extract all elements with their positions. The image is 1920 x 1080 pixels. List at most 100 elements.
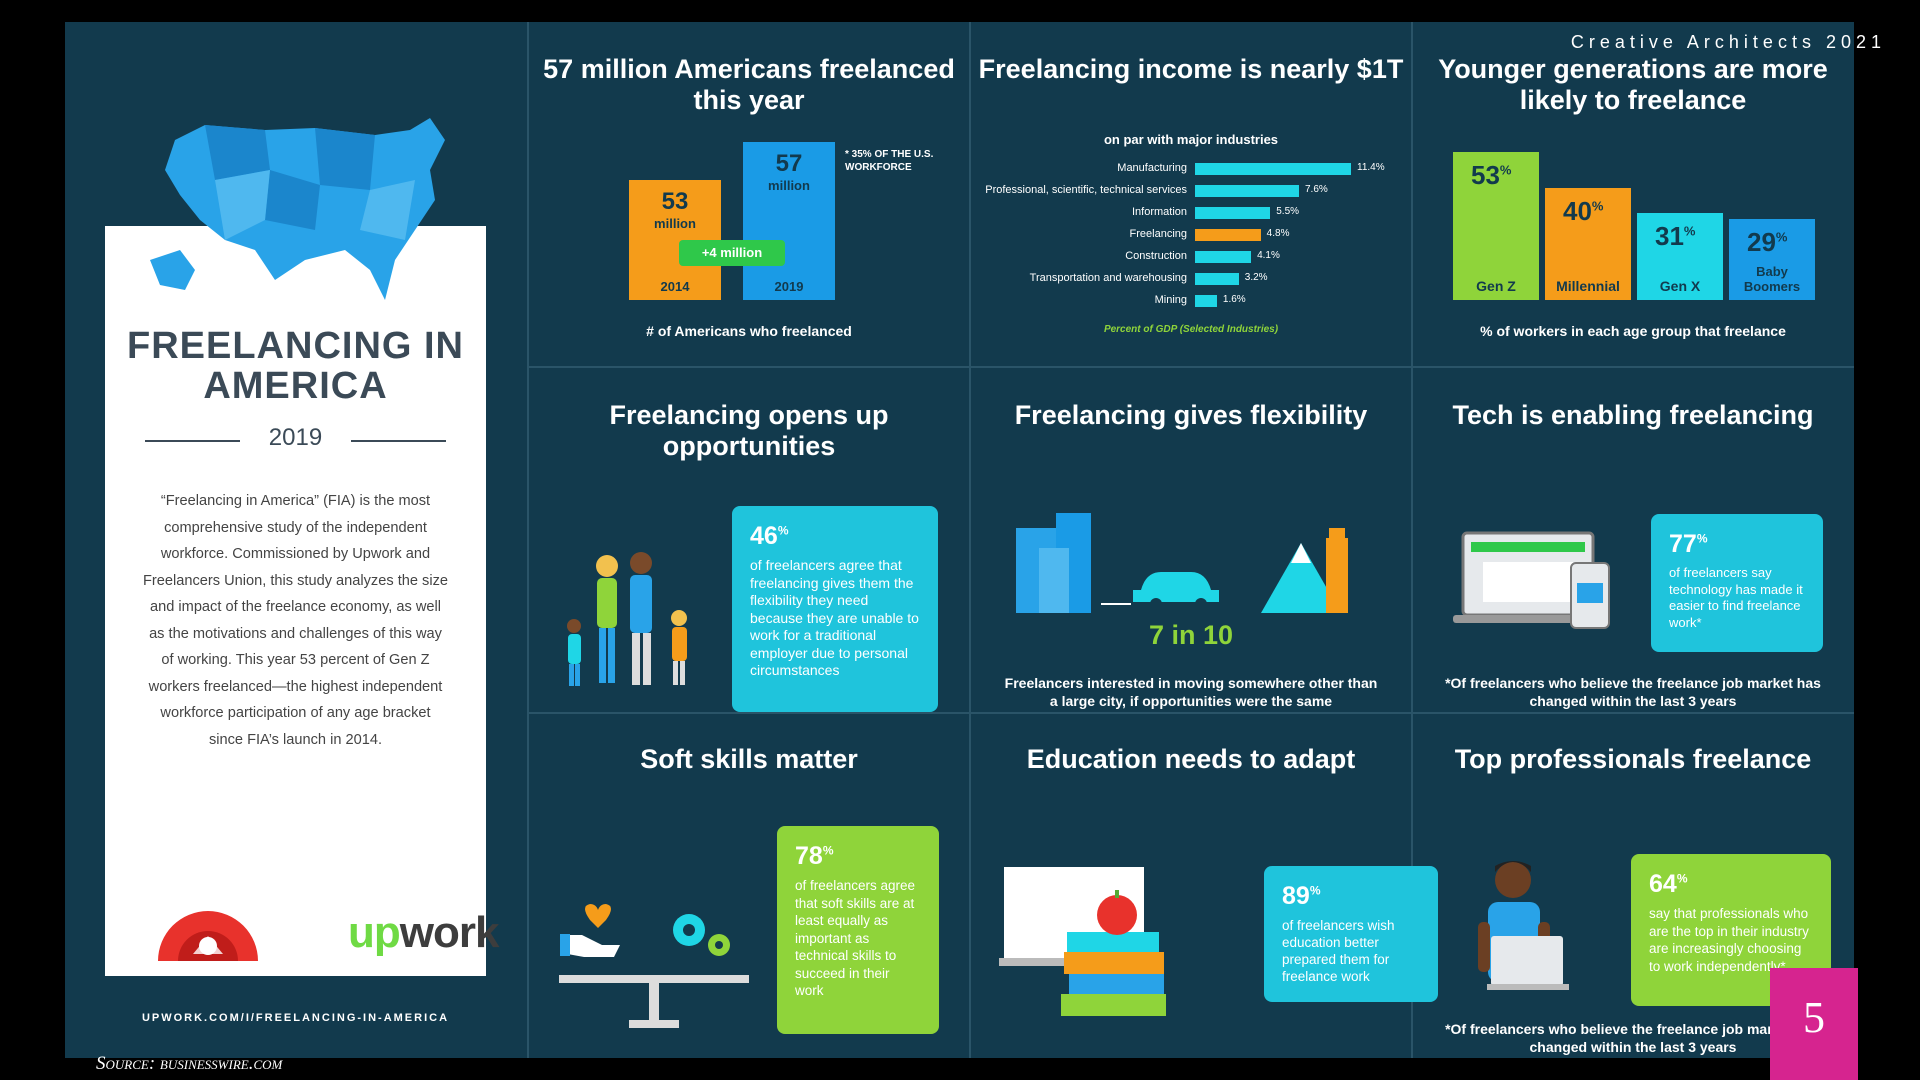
income-bar bbox=[1195, 251, 1252, 263]
income-bar-label: Information bbox=[1131, 206, 1187, 218]
stat-card: 46% of freelancers agree that freelancin… bbox=[732, 506, 938, 712]
books-apple-illustration bbox=[999, 867, 1166, 1016]
cell-title: Tech is enabling freelancing bbox=[1452, 400, 1814, 430]
age-bar-label: Gen X bbox=[1659, 278, 1701, 294]
income-bar bbox=[1195, 163, 1351, 175]
cell-caption: *Of freelancers who believe the freelanc… bbox=[1445, 675, 1821, 709]
stat-text: of freelancers say technology has made i… bbox=[1669, 565, 1803, 630]
cell-title: Freelancing opens up opportunities bbox=[609, 400, 889, 461]
source-note: Source: businesswire.com bbox=[96, 1053, 283, 1074]
age-bar: 53% Gen Z bbox=[1453, 152, 1539, 300]
left-info-panel: FREELANCING IN AMERICA 2019 “Freelancing… bbox=[105, 226, 499, 976]
stat-percent: 46% bbox=[750, 522, 789, 550]
grid-divider bbox=[527, 22, 529, 1058]
income-bar-row: Construction 4.1% bbox=[971, 248, 1411, 266]
cell-title: Education needs to adapt bbox=[1026, 744, 1356, 774]
flexibility-ratio: 7 in 10 bbox=[1148, 620, 1234, 650]
bar-2019-year: 2019 bbox=[774, 279, 804, 294]
bar-2014-year: 2014 bbox=[660, 279, 690, 294]
income-bar-value: 1.6% bbox=[1222, 294, 1246, 305]
cell-title: Top professionals freelance bbox=[1454, 744, 1812, 774]
income-bar-row: Professional, scientific, technical serv… bbox=[971, 182, 1411, 200]
grid-divider bbox=[1411, 22, 1413, 1058]
age-bar-label: Gen Z bbox=[1476, 278, 1516, 294]
cell-americans-freelanced: 57 million Americans freelanced this yea… bbox=[529, 22, 969, 368]
grid-divider bbox=[969, 22, 971, 1058]
stat-percent-value: 64 bbox=[1649, 870, 1677, 898]
income-bar-chart: Manufacturing 11.4% Professional, scientif… bbox=[971, 160, 1411, 307]
bar-2019: 57 million 2019 bbox=[743, 142, 835, 300]
income-bar-value: 3.2% bbox=[1244, 272, 1268, 283]
bar-2019-value: 57 bbox=[775, 150, 803, 177]
income-bar-value: 11.4% bbox=[1357, 162, 1385, 173]
balance-scale-illustration bbox=[559, 904, 749, 1028]
income-bar bbox=[1195, 207, 1271, 219]
bar-2014-value: 53 bbox=[661, 188, 689, 215]
income-bar-label: Construction bbox=[1125, 250, 1187, 262]
stat-text: of freelancers agree that soft skills ar… bbox=[795, 878, 916, 998]
city-to-country-illustration bbox=[1016, 513, 1348, 613]
cell-opportunities: Freelancing opens up opportunities 46% o… bbox=[529, 368, 969, 714]
stat-percent: 77% bbox=[1669, 530, 1708, 558]
income-bar-row: Manufacturing 11.4% bbox=[971, 160, 1411, 178]
delta-badge: +4 million bbox=[679, 240, 785, 266]
cell-freelancing-income: Freelancing income is nearly $1T on par … bbox=[971, 22, 1411, 368]
bar-2019-unit: million bbox=[768, 178, 810, 193]
income-bar bbox=[1195, 295, 1217, 307]
year-row: 2019 bbox=[145, 424, 446, 454]
age-bar: 31% Gen X bbox=[1637, 213, 1723, 300]
stat-percent: 64% bbox=[1649, 870, 1688, 898]
stat-percent-value: 89 bbox=[1282, 882, 1310, 910]
upwork-logo: upwork bbox=[348, 908, 499, 957]
stat-card: 78% of freelancers agree that soft skill… bbox=[777, 826, 939, 1034]
stat-text: of freelancers wish education better pre… bbox=[1282, 918, 1395, 984]
cell-caption: % of workers in each age group that free… bbox=[1480, 323, 1786, 339]
age-bar-percent: 53% bbox=[1471, 160, 1512, 190]
income-bar-label: Manufacturing bbox=[1117, 162, 1187, 174]
age-bar-percent: 29% bbox=[1747, 227, 1788, 257]
usa-map-icon bbox=[150, 118, 445, 300]
cell-tech-enabling: Tech is enabling freelancing 77% of free… bbox=[1413, 368, 1853, 714]
report-year: 2019 bbox=[268, 424, 323, 451]
income-bar-row: Information 5.5% bbox=[971, 204, 1411, 222]
income-bar-row: Transportation and warehousing 3.2% bbox=[971, 270, 1411, 288]
infographic-frame: FREELANCING IN AMERICA 2019 “Freelancing… bbox=[65, 22, 1854, 1058]
stat-percent: 89% bbox=[1282, 882, 1321, 910]
logo-row: upwork bbox=[153, 906, 499, 966]
cell-caption: Freelancers interested in moving somewhe… bbox=[1004, 675, 1378, 709]
income-caption: Percent of GDP (Selected Industries) bbox=[1103, 324, 1279, 335]
page-number: 5 bbox=[1770, 968, 1858, 1080]
age-bar-percent: 31% bbox=[1655, 221, 1696, 251]
age-bar: 29% Baby Boomers bbox=[1729, 219, 1815, 300]
stat-text: say that professionals who are the top i… bbox=[1649, 906, 1809, 974]
age-bar-chart: 53% Gen Z 40% Millennial 31% Gen X 29% Baby Boo… bbox=[1453, 152, 1823, 300]
workforce-note: * 35% OF THE U.S. WORKFORCE bbox=[845, 149, 934, 173]
study-description: “Freelancing in America” (FIA) is the mo… bbox=[143, 493, 448, 748]
professional-laptop-illustration bbox=[1478, 861, 1569, 990]
age-bar-label: Millennial bbox=[1556, 278, 1620, 294]
income-bar-label: Transportation and warehousing bbox=[1029, 272, 1187, 284]
income-subtitle: on par with major industries bbox=[1103, 132, 1279, 147]
income-bar-value: 5.5% bbox=[1276, 206, 1300, 217]
income-bar bbox=[1195, 229, 1261, 241]
fia-url: UPWORK.COM/I/FREELANCING-IN-AMERICA bbox=[141, 1012, 450, 1024]
infographic-title: FREELANCING IN AMERICA bbox=[127, 325, 464, 407]
age-bar-label: Baby Boomers bbox=[1743, 264, 1801, 294]
cell-education: Education needs to adapt 89% of freelanc… bbox=[971, 714, 1438, 1060]
income-bar-label: Mining bbox=[1154, 294, 1187, 306]
stat-percent: 78% bbox=[795, 842, 834, 870]
brand-header: Creative Architects 2021 bbox=[1570, 32, 1886, 52]
divider-left bbox=[145, 440, 240, 442]
stat-percent-value: 46 bbox=[750, 522, 778, 550]
age-bar-percent: 40% bbox=[1563, 196, 1604, 226]
income-bar bbox=[1195, 273, 1239, 285]
age-bar: 40% Millennial bbox=[1545, 188, 1631, 300]
cell-younger-generations: Younger generations are more likely to f… bbox=[1413, 22, 1853, 368]
freelancers-union-logo bbox=[158, 911, 258, 961]
income-bar bbox=[1195, 185, 1299, 197]
stat-card: 89% of freelancers wish education better… bbox=[1264, 866, 1438, 1002]
income-bar-label: Freelancing bbox=[1129, 228, 1187, 240]
cell-title: 57 million Americans freelanced this yea… bbox=[543, 54, 955, 115]
income-bar-value: 7.6% bbox=[1305, 184, 1328, 195]
stat-percent-value: 78 bbox=[795, 842, 823, 870]
